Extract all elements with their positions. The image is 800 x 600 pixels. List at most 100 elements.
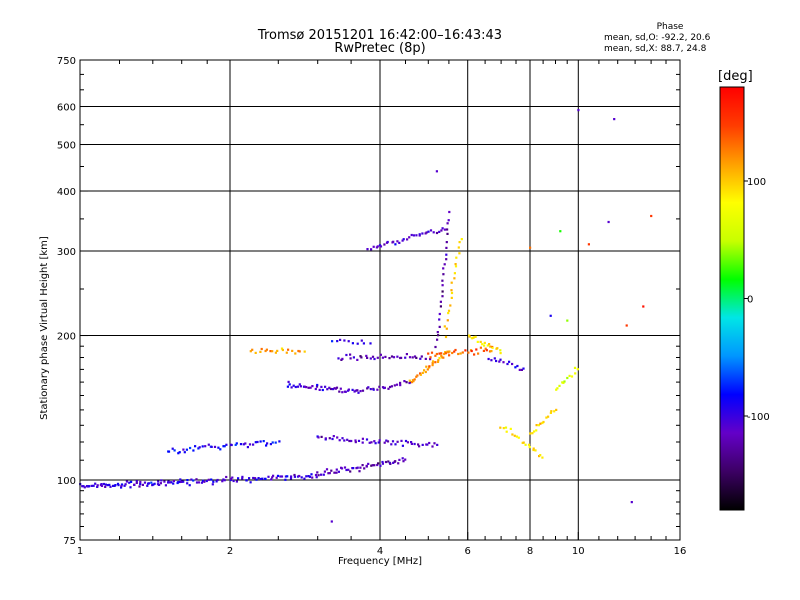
data-point <box>505 430 508 433</box>
data-point <box>549 314 552 317</box>
data-point <box>378 385 381 388</box>
data-point <box>135 481 138 484</box>
data-point <box>577 109 580 112</box>
data-point <box>120 486 123 489</box>
data-point <box>271 350 274 353</box>
data-point <box>249 350 252 353</box>
data-point <box>642 305 645 308</box>
data-point <box>441 290 444 293</box>
data-point <box>354 439 357 442</box>
data-point <box>261 477 264 480</box>
x-tick-label: 1 <box>77 546 83 557</box>
data-point <box>128 481 131 484</box>
data-point <box>339 387 342 390</box>
data-point <box>418 233 421 236</box>
data-point <box>396 440 399 443</box>
data-point <box>454 263 457 266</box>
data-point <box>479 340 482 343</box>
data-point <box>120 483 124 486</box>
data-point <box>200 481 203 484</box>
data-point <box>520 368 523 371</box>
data-point <box>438 230 441 233</box>
data-point <box>157 480 160 483</box>
data-point <box>211 483 214 486</box>
data-point <box>163 480 166 483</box>
data-point <box>377 462 380 465</box>
data-point <box>367 462 370 465</box>
data-point <box>235 442 238 445</box>
data-point <box>399 384 402 387</box>
data-point <box>379 245 383 248</box>
data-point <box>450 291 454 295</box>
data-point <box>231 476 234 479</box>
data-point <box>410 442 413 445</box>
colorbar-tick-label: 100 <box>747 177 766 188</box>
data-point <box>427 230 430 233</box>
data-point <box>266 442 269 445</box>
data-point <box>260 347 263 351</box>
data-point <box>241 477 244 480</box>
data-point <box>158 483 161 486</box>
data-point <box>320 435 323 438</box>
data-point <box>102 482 105 486</box>
data-point <box>434 354 437 357</box>
data-point <box>373 357 376 361</box>
data-point <box>100 484 104 487</box>
data-point <box>150 481 153 484</box>
data-point <box>448 350 451 353</box>
data-point <box>423 369 426 372</box>
data-point <box>331 388 335 391</box>
data-point <box>524 443 527 446</box>
data-point <box>204 445 207 448</box>
data-point <box>533 430 536 433</box>
data-point <box>100 483 103 486</box>
data-point <box>316 383 319 387</box>
data-point <box>326 388 329 391</box>
data-point <box>307 475 310 478</box>
data-point <box>322 473 325 476</box>
data-point <box>343 439 346 442</box>
data-point <box>397 462 400 465</box>
data-point <box>333 387 336 390</box>
data-point <box>389 385 392 389</box>
data-point <box>408 236 411 239</box>
data-point <box>286 385 289 388</box>
data-point <box>172 479 175 483</box>
data-point <box>412 380 415 383</box>
phase-stats-heading: Phase <box>656 22 684 32</box>
data-point <box>511 433 514 436</box>
data-point <box>315 385 319 388</box>
data-point <box>294 352 297 355</box>
data-point <box>130 480 133 483</box>
data-point <box>244 442 247 445</box>
data-point <box>221 480 224 483</box>
data-point <box>366 356 369 359</box>
y-tick-label: 750 <box>57 56 76 67</box>
data-point <box>371 355 375 358</box>
data-point <box>362 342 365 345</box>
data-point <box>106 484 109 487</box>
data-point <box>418 445 421 448</box>
data-point <box>280 475 284 478</box>
data-point <box>458 252 461 255</box>
data-point <box>239 443 243 446</box>
data-point <box>391 440 395 443</box>
data-point <box>429 356 432 359</box>
data-point <box>357 439 361 442</box>
data-point <box>444 352 447 355</box>
data-point <box>317 436 320 439</box>
data-point <box>179 478 182 481</box>
data-point <box>309 386 312 389</box>
data-point <box>433 442 436 445</box>
data-point <box>390 385 393 388</box>
data-point <box>412 234 415 237</box>
data-point <box>383 386 386 389</box>
data-point <box>336 436 339 439</box>
data-point <box>195 478 198 481</box>
data-point <box>438 357 441 360</box>
data-point <box>368 441 371 444</box>
data-point <box>487 357 490 361</box>
data-point <box>446 319 449 322</box>
data-point <box>141 483 144 486</box>
data-point <box>232 479 235 483</box>
